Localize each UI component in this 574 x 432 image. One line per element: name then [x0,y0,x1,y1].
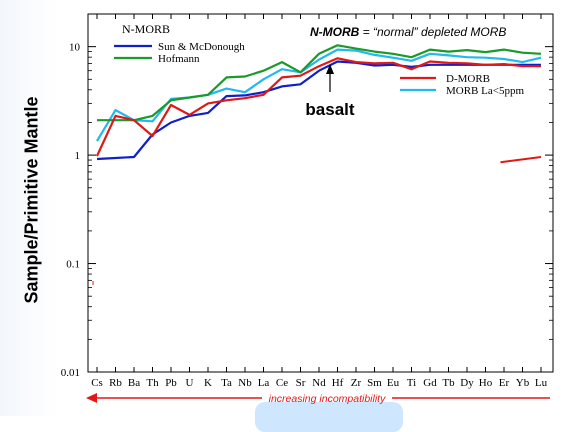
legend-label-morb-la5: MORB La<5ppm [446,85,524,97]
series-line-d-morb [96,57,541,157]
x-tick-label-rb: Rb [109,377,122,389]
x-tick-label-hf: Hf [332,377,344,389]
x-tick-label-ce: Ce [276,377,288,389]
legend-group-title: N-MORB [122,22,170,36]
x-tick-label-er: Er [499,377,510,389]
x-tick-label-lu: Lu [535,377,548,389]
legend-label-d-morb: D-MORB [446,73,490,85]
y-tick-label: 10 [69,42,81,54]
x-tick-label-ta: Ta [221,377,232,389]
x-tick-label-ba: Ba [128,377,140,389]
y-tick-label: 0.1 [66,259,80,271]
y-tick-label: 1 [75,150,81,162]
series-line-morb-la-5ppm [96,48,542,142]
basalt-label: basalt [305,100,354,119]
header-note: N-MORB = “normal” depleted MORB [310,25,506,39]
basalt-arrow-head [326,64,334,74]
spider-diagram: 0.01 0.1 1 10 Cs Rb Ba Th Pb U K Ta Nb La Ce Sr Nd Hf Zr Sm… [61,13,554,405]
x-tick-label-yb: Yb [516,377,530,389]
x-tick-label-nb: Nb [238,377,252,389]
x-tick-label-la: La [258,377,270,389]
x-tick-label-zr: Zr [351,377,362,389]
x-tick-label-u: U [186,377,194,389]
x-tick-label-dy: Dy [460,377,474,389]
x-tick-label-sm: Sm [367,377,382,389]
x-tick-label-k: K [204,377,212,389]
incompat-arrow-label: increasing incompatibility [269,393,386,405]
x-tick-label-ti: Ti [407,377,416,389]
x-tick-label-ho: Ho [479,377,493,389]
x-tick-label-cs: Cs [91,377,103,389]
series-line-hofmann [97,44,542,122]
header-note-rest: = “normal” depleted MORB [359,25,506,39]
x-tick-label-eu: Eu [387,377,400,389]
legend-label-hofmann: Hofmann [158,53,200,65]
x-tick-label-tb: Tb [442,377,455,389]
legend-label-sun-mcdonough: Sun & McDonough [158,41,245,53]
y-tick-label: 0.01 [61,367,80,379]
series-line-sun-mcdonough [96,60,541,161]
header-note-bold: N-MORB [310,25,360,39]
ylabel-panel: Sample/Primitive Mantle [0,0,60,416]
x-tick-label-sr: Sr [296,377,306,389]
incompat-arrow-head [86,393,97,403]
plot-frame [87,13,554,373]
x-tick-label-pb: Pb [165,377,177,389]
x-tick-label-nd: Nd [312,377,326,389]
x-tick-label-gd: Gd [423,377,437,389]
extra-red-segment [500,156,542,164]
x-tick-label-th: Th [146,377,159,389]
